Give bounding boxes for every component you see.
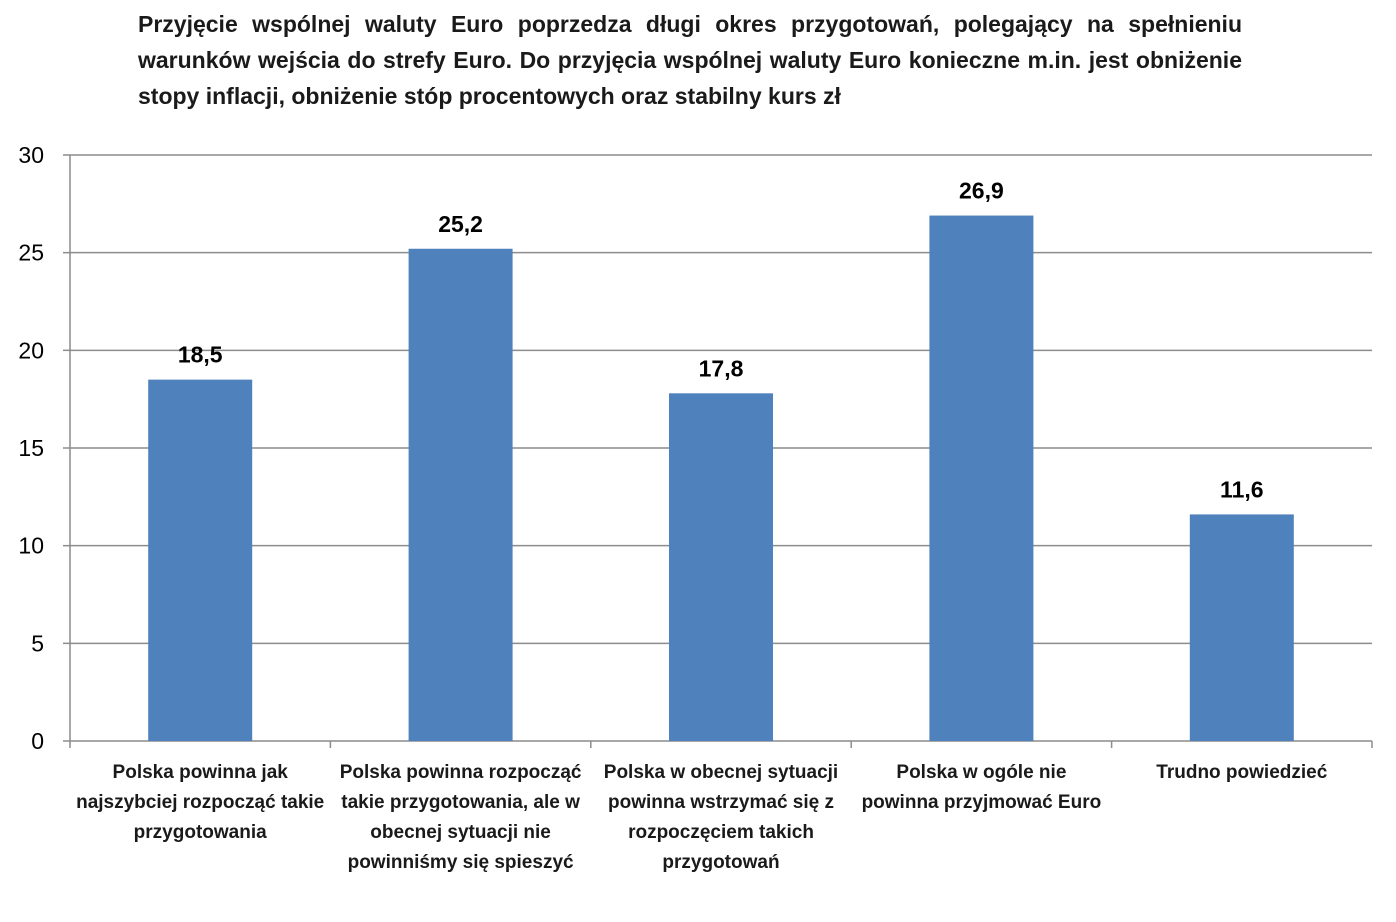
y-tick-label: 5 bbox=[31, 630, 44, 656]
x-tick-label: Polska powinna jak najszybciej rozpocząć… bbox=[76, 762, 325, 843]
data-label: 25,2 bbox=[438, 211, 483, 237]
y-tick-label: 20 bbox=[18, 337, 44, 363]
y-tick-label: 25 bbox=[18, 240, 44, 266]
y-tick-label: 15 bbox=[18, 435, 44, 461]
data-label: 17,8 bbox=[699, 355, 744, 381]
bar bbox=[929, 215, 1034, 741]
x-tick-label: Polska w obecnej sytuacji powinna wstrzy… bbox=[603, 762, 839, 873]
x-tick-label: Polska powinna rozpocząć takie przygotow… bbox=[339, 762, 582, 873]
x-tick-label: Polska w ogóle nie powinna przyjmować Eu… bbox=[861, 762, 1102, 813]
data-label: 26,9 bbox=[959, 178, 1004, 204]
x-tick-label: Trudno powiedzieć bbox=[1156, 762, 1328, 783]
y-tick-label: 0 bbox=[31, 728, 44, 754]
data-label: 11,6 bbox=[1220, 476, 1264, 502]
bar bbox=[408, 248, 513, 741]
bar bbox=[1189, 514, 1294, 741]
bar bbox=[148, 379, 253, 741]
chart-title: Przyjęcie wspólnej waluty Euro poprzedza… bbox=[138, 11, 1242, 109]
y-tick-label: 30 bbox=[18, 142, 44, 168]
data-label: 18,5 bbox=[178, 342, 223, 368]
y-tick-label: 10 bbox=[18, 533, 44, 559]
bar bbox=[669, 393, 773, 741]
